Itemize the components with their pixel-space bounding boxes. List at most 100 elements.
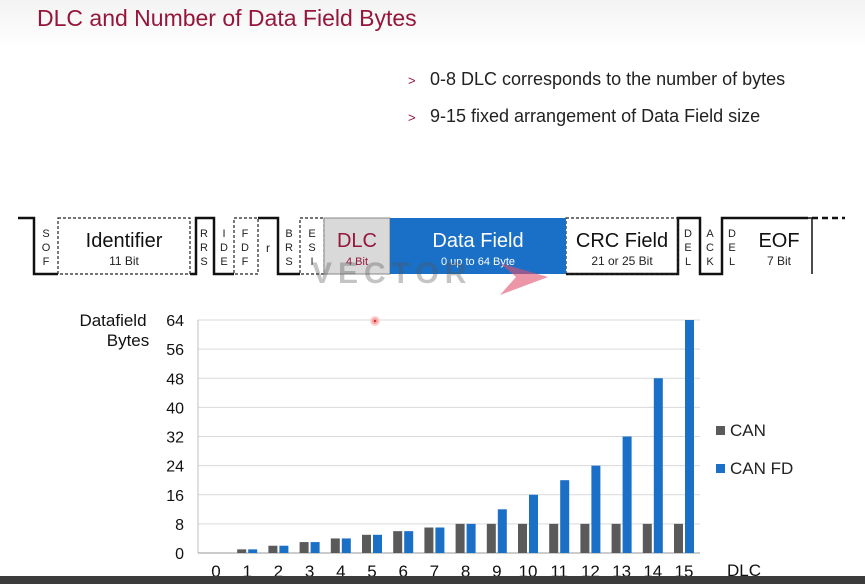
bullet-marker: >: [408, 73, 416, 88]
brs-label: B R S: [285, 228, 293, 268]
frame-signal-line: [18, 216, 813, 276]
x-tick-labels: 0 1 2 3 4 5 6 7 8 9 10 11 12 13 14 15: [211, 562, 693, 576]
del2-label: D E L: [728, 228, 736, 268]
x-tick-label: 7: [430, 562, 439, 576]
bar-can-fd-1: [248, 549, 258, 553]
slide-title: DLC and Number of Data Field Bytes: [37, 5, 417, 31]
x-tick-label: 9: [492, 562, 501, 576]
y-tick-label: 16: [166, 488, 184, 505]
fdf-label: F D F: [241, 228, 249, 268]
bar-can-fd-11: [560, 480, 570, 553]
y-tick-label: 56: [166, 342, 184, 359]
bar-can-fd-5: [373, 534, 382, 553]
label-char: I: [222, 228, 225, 240]
label-char: E: [684, 242, 691, 254]
bar-can-6: [393, 531, 403, 553]
bar-can-10: [518, 523, 527, 553]
legend-label-can-fd: CAN FD: [730, 459, 794, 478]
eof-label: EOF: [758, 230, 799, 252]
legend-swatch-can: [716, 426, 725, 435]
legend-can: CAN: [716, 421, 766, 441]
legend-can-fd: CAN FD: [716, 459, 793, 479]
y-tick-label: 32: [166, 430, 184, 447]
data-field-label: Data Field: [432, 230, 523, 252]
watermark-arrow-icon: [500, 263, 548, 295]
bar-layer: [237, 320, 694, 553]
bar-can-5: [362, 534, 371, 553]
bullet-2: >9-15 fixed arrangement of Data Field si…: [408, 106, 760, 127]
bar-can-2: [268, 545, 278, 553]
bar-can-fd-12: [591, 465, 601, 553]
bar-can-8: [455, 523, 465, 553]
identifier-label: Identifier: [86, 230, 163, 252]
bar-can-fd-15: [685, 320, 694, 553]
label-char: S: [200, 256, 207, 268]
label-char: F: [242, 228, 249, 240]
ack-label: A C K: [706, 228, 714, 268]
bullet-text: 9-15 fixed arrangement of Data Field siz…: [430, 106, 761, 126]
bar-can-fd-9: [497, 509, 507, 553]
label-char: I: [310, 256, 313, 268]
dlc-sub: 4 Bit: [346, 256, 368, 268]
bar-can-fd-13: [622, 436, 632, 553]
label-char: S: [42, 228, 49, 240]
label-char: O: [42, 242, 51, 254]
data-field-sub: 0 up to 64 Byte: [441, 256, 515, 268]
label-char: D: [220, 242, 228, 254]
rrs-label: R R S: [200, 228, 208, 268]
label-char: R: [200, 228, 208, 240]
ide-label: I D E: [220, 228, 228, 268]
vector-watermark: VECTOR: [312, 257, 548, 295]
label-char: A: [706, 228, 714, 240]
bullet-marker: >: [408, 110, 416, 125]
bullet-text: 0-8 DLC corresponds to the number of byt…: [430, 69, 786, 89]
y-tick-label: 8: [175, 517, 184, 534]
bar-can-fd-2: [279, 545, 289, 553]
label-char: E: [220, 256, 227, 268]
esi-label: E S I: [308, 228, 315, 268]
title-bar: [0, 0, 865, 48]
dlc-label: DLC: [337, 230, 377, 252]
can-fd-frame-diagram: S O F Identifier 11 Bit R R S I D E F D …: [18, 216, 845, 295]
x-tick-label: 15: [675, 562, 694, 576]
label-char: F: [242, 256, 249, 268]
bar-can-11: [549, 523, 559, 553]
watermark-text: VECTOR: [312, 257, 472, 290]
x-tick-label: 4: [336, 562, 345, 576]
label-char: R: [200, 242, 208, 254]
label-char: D: [684, 228, 692, 240]
label-char: S: [285, 256, 292, 268]
x-tick-label: 2: [274, 562, 283, 576]
label-char: R: [285, 242, 293, 254]
x-tick-label: 11: [550, 562, 568, 576]
bar-can-fd-3: [310, 542, 320, 553]
del1-label: D E L: [684, 228, 692, 268]
x-tick-label: 14: [643, 562, 662, 576]
bar-can-15: [674, 523, 683, 553]
r-label: r: [266, 241, 270, 255]
label-char: E: [308, 228, 315, 240]
bar-can-fd-8: [466, 523, 476, 553]
y-axis-label-line1: Datafield: [79, 311, 146, 330]
label-char: S: [308, 242, 315, 254]
bar-can-9: [486, 523, 496, 553]
identifier-sub: 11 Bit: [109, 254, 139, 268]
y-tick-label: 64: [166, 313, 184, 330]
x-tick-label: 12: [581, 562, 600, 576]
bar-can-14: [642, 523, 652, 553]
bar-can-fd-10: [529, 494, 538, 553]
crc-field-label: CRC Field: [576, 230, 668, 252]
x-tick-label: 6: [398, 562, 407, 576]
pointer-highlight-icon: [370, 316, 380, 326]
x-tick-label: 13: [612, 562, 631, 576]
y-tick-label: 40: [166, 400, 184, 417]
y-tick-labels: 0 8 16 24 32 40 48 56 64: [166, 313, 184, 563]
bar-can-fd-6: [404, 531, 414, 553]
crc-field-sub: 21 or 25 Bit: [591, 254, 653, 268]
x-tick-label: 0: [211, 562, 220, 576]
bar-can-fd-7: [435, 527, 445, 553]
label-char: B: [285, 228, 292, 240]
label-char: F: [43, 256, 50, 268]
x-tick-label: 1: [242, 562, 251, 576]
